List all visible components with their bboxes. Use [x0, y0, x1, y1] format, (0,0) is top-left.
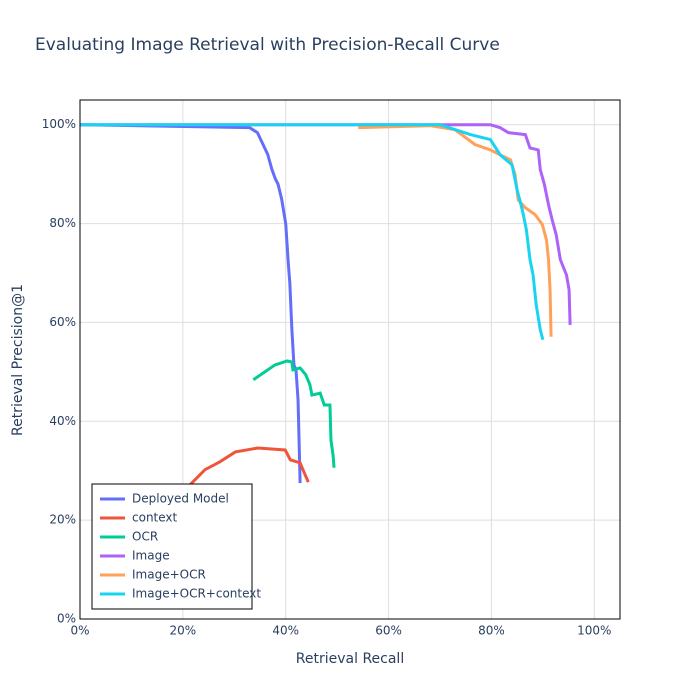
series-line — [252, 359, 336, 468]
y-tick-label: 0% — [57, 612, 76, 626]
x-tick-label: 60% — [375, 624, 402, 638]
y-tick-label: 40% — [49, 414, 76, 428]
x-tick-label: 100% — [577, 624, 611, 638]
legend-label: Deployed Model — [132, 492, 229, 506]
x-tick-label: 40% — [272, 624, 299, 638]
legend-label: OCR — [132, 530, 158, 544]
legend-label: Image+OCR — [132, 568, 206, 582]
legend-label: Image+OCR+context — [132, 587, 261, 601]
x-axis-title: Retrieval Recall — [296, 651, 404, 667]
series-line — [80, 123, 572, 325]
legend-label: Image — [132, 549, 170, 563]
series-line — [80, 123, 302, 484]
legend-box — [91, 483, 253, 610]
series-line — [161, 446, 310, 512]
x-tick-label: 80% — [478, 624, 505, 638]
y-tick-label: 60% — [49, 315, 76, 329]
x-tick-label: 0% — [70, 624, 89, 638]
legend-label: context — [132, 511, 178, 525]
y-axis-title: Retrieval Precision@1 — [10, 284, 26, 436]
plot-border — [79, 99, 621, 620]
y-tick-label: 80% — [49, 216, 76, 230]
y-tick-label: 20% — [49, 513, 76, 527]
y-tick-label: 100% — [42, 117, 76, 131]
series-line — [80, 123, 545, 341]
chart-title: Evaluating Image Retrieval with Precisio… — [35, 35, 500, 55]
series-line — [358, 124, 553, 337]
x-tick-label: 20% — [170, 624, 197, 638]
